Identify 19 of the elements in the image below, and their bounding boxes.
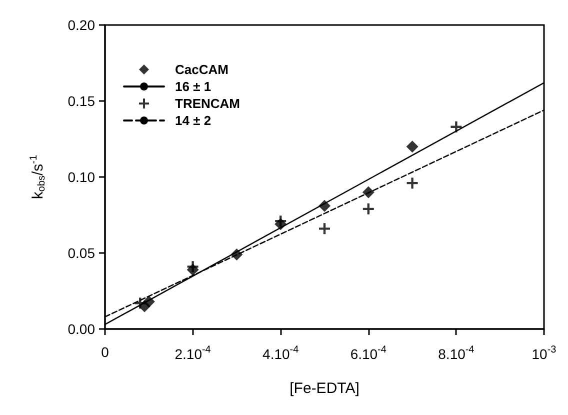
y-axis-title: kobs/s-1 (28, 154, 48, 200)
y-tick-label: 0.20 (68, 17, 96, 33)
legend-label: 14 ± 2 (175, 113, 212, 128)
x-axis-title: [Fe-EDTA] (290, 380, 360, 397)
legend-label: 16 ± 1 (175, 79, 212, 94)
legend-label: TRENCAM (175, 96, 240, 111)
y-tick-label: 0.05 (68, 245, 96, 261)
point (450, 121, 462, 132)
legend-label: CacCAM (175, 62, 228, 77)
y-tick-label: 0.15 (68, 93, 96, 109)
point (275, 216, 286, 227)
point (187, 261, 198, 272)
point (406, 178, 418, 189)
point (406, 140, 418, 153)
point (319, 223, 330, 234)
y-tick-label: 0.10 (68, 169, 96, 185)
x-tick-label: 0 (101, 344, 110, 360)
y-tick-label: 0.00 (68, 321, 96, 337)
point (362, 203, 374, 214)
